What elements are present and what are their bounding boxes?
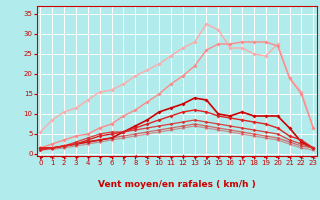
X-axis label: Vent moyen/en rafales ( km/h ): Vent moyen/en rafales ( km/h )	[98, 180, 256, 189]
